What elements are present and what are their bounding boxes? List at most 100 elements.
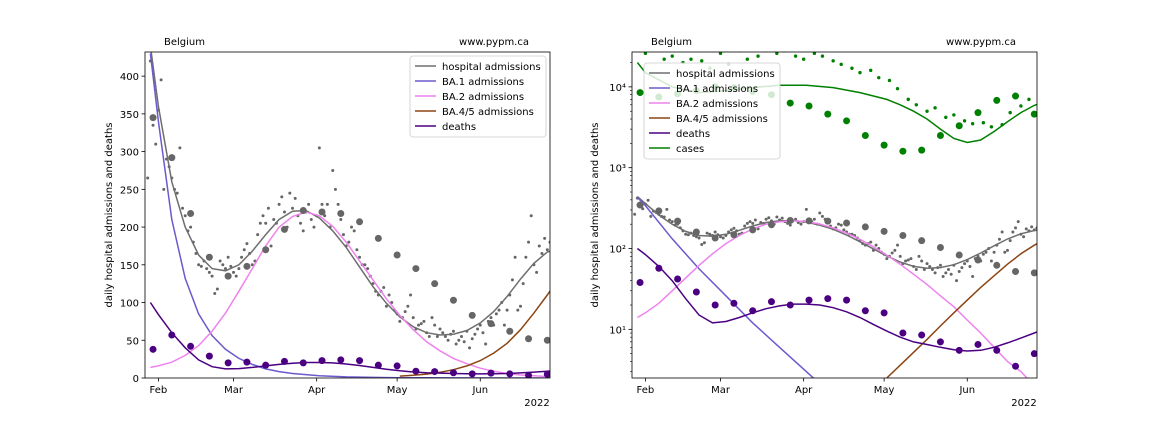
left-x-tick-label: Feb <box>150 385 168 396</box>
right-hospital-daily-point <box>904 259 908 263</box>
left-deaths-weekly-point <box>318 357 326 365</box>
left-legend-label: BA.4/5 admissions <box>442 107 534 118</box>
left-deaths-weekly-point <box>468 370 476 378</box>
left-hospital-daily-point <box>221 263 225 267</box>
right-deaths-weekly-point <box>1030 350 1037 358</box>
right-cases-weekly-point <box>880 141 888 149</box>
right-deaths-weekly-point <box>861 307 869 315</box>
right-hospital-daily-point <box>1000 230 1004 234</box>
right-hospital-daily-point <box>633 212 637 216</box>
left-y-tick-label: 200 <box>120 223 139 234</box>
right-y-tick-label: 10² <box>609 245 626 256</box>
left-plot-area <box>146 52 550 378</box>
right-hospital-daily-point <box>896 243 900 247</box>
left-hospital-daily-point <box>398 319 402 323</box>
right-hospital-daily-point <box>820 214 824 218</box>
left-hospital-daily-point <box>312 225 316 229</box>
left-hospital-daily-point <box>366 267 370 271</box>
right-hospital-daily-point <box>780 216 784 220</box>
left-hospital-daily-point <box>199 264 203 268</box>
right-deaths-weekly-point <box>674 275 682 283</box>
right-hospital-weekly-point <box>655 207 663 215</box>
left-hospital-daily-point <box>325 202 329 206</box>
right-cases-daily-point <box>914 103 919 107</box>
right-hospital-daily-point <box>984 250 988 254</box>
right-hospital-daily-point <box>909 257 913 261</box>
right-deaths-weekly-point <box>749 307 757 315</box>
left-deaths-weekly-point <box>356 357 364 365</box>
right-legend-label: cases <box>676 144 704 155</box>
left-deaths-weekly-point <box>168 331 176 339</box>
left-hospital-daily-point <box>476 327 480 331</box>
right-x-tick-label: Feb <box>637 385 655 396</box>
right-hospital-daily-point <box>788 223 792 227</box>
right-cases-weekly-point <box>974 109 982 117</box>
left-deaths-weekly-point <box>487 369 495 377</box>
left-y-tick-label: 250 <box>120 185 139 196</box>
left-hospital-daily-point <box>237 267 241 271</box>
right-hospital-daily-point <box>842 228 846 232</box>
left-hospital-weekly-point <box>393 251 401 259</box>
right-legend-box <box>643 62 781 160</box>
left-axes-frame <box>144 51 551 379</box>
right-deaths-weekly-point <box>824 295 832 303</box>
left-deaths-weekly-point <box>299 359 307 367</box>
right-hospital-weekly-point <box>1012 267 1020 275</box>
right-hospital-daily-point <box>700 243 704 247</box>
right-deaths-weekly-point <box>1012 362 1020 370</box>
left-hospital-daily-point <box>218 259 222 263</box>
left-deaths-line <box>149 302 550 375</box>
left-hospital-daily-point <box>540 251 544 255</box>
right-cases-daily-point <box>869 68 873 73</box>
right-hospital-weekly-point <box>936 243 944 251</box>
right-hospital-daily-point <box>686 233 690 237</box>
left-hospital-daily-point <box>516 308 520 312</box>
left-hospital-weekly-point <box>449 296 457 304</box>
left-deaths-weekly-point <box>280 357 288 365</box>
left-hospital-daily-point <box>358 255 362 259</box>
right-hospital-daily-point <box>646 198 650 202</box>
left-hospital-daily-point <box>462 340 466 344</box>
left-hospital-daily-point <box>178 146 182 150</box>
left-hospital-daily-point <box>387 293 391 297</box>
left-hospital-daily-point <box>529 214 533 218</box>
right-hospital-daily-point <box>933 271 937 275</box>
right-hospital-daily-point <box>719 235 723 239</box>
left-hospital-daily-point <box>240 255 244 259</box>
left-hospital-daily-point <box>207 270 211 274</box>
right-hospital-daily-point <box>989 259 993 263</box>
left-hospital-daily-point <box>309 218 313 222</box>
right-hospital-daily-point <box>748 220 752 224</box>
right-deaths-weekly-point <box>974 340 982 348</box>
left-hospital-daily-point <box>181 206 185 210</box>
left-hospital-daily-point <box>478 323 482 327</box>
right-y-tick-label: 10¹ <box>609 325 626 336</box>
left-hospital-daily-point <box>406 304 410 308</box>
right-hospital-daily-point <box>670 220 674 224</box>
right-hospital-daily-point <box>928 264 932 268</box>
right-deaths-weekly-point <box>730 299 738 307</box>
right-deaths-line <box>636 247 1037 352</box>
right-hospital-daily-point <box>708 232 712 236</box>
right-hospital-weekly-point <box>974 256 982 264</box>
right-cases-daily-point <box>906 97 910 102</box>
left-y-tick-label: 100 <box>120 299 139 310</box>
right-ba-1-admissions-line <box>636 196 815 378</box>
right-hospital-daily-point <box>968 264 972 268</box>
right-hospital-daily-point <box>818 211 822 215</box>
right-cases-daily-point <box>858 70 862 75</box>
right-deaths-weekly-point <box>692 288 700 296</box>
right-cases-daily-point <box>933 106 937 110</box>
left-legend-label: BA.2 admissions <box>442 92 524 103</box>
left-hospital-daily-point <box>175 191 179 195</box>
left-hospital-daily-point <box>264 221 268 225</box>
right-legend-label: BA.2 admissions <box>676 99 758 110</box>
left-hospital-daily-point <box>382 285 386 289</box>
right-legend-label: BA.4/5 admissions <box>676 114 768 125</box>
right-hospital-daily-point <box>920 259 924 263</box>
left-hospital-daily-point <box>226 255 230 259</box>
left-ba-4-5-admissions-line <box>399 289 550 377</box>
right-hospital-daily-point <box>751 221 755 225</box>
right-hospital-daily-point <box>702 241 706 245</box>
right-deaths-weekly-point <box>711 301 719 309</box>
